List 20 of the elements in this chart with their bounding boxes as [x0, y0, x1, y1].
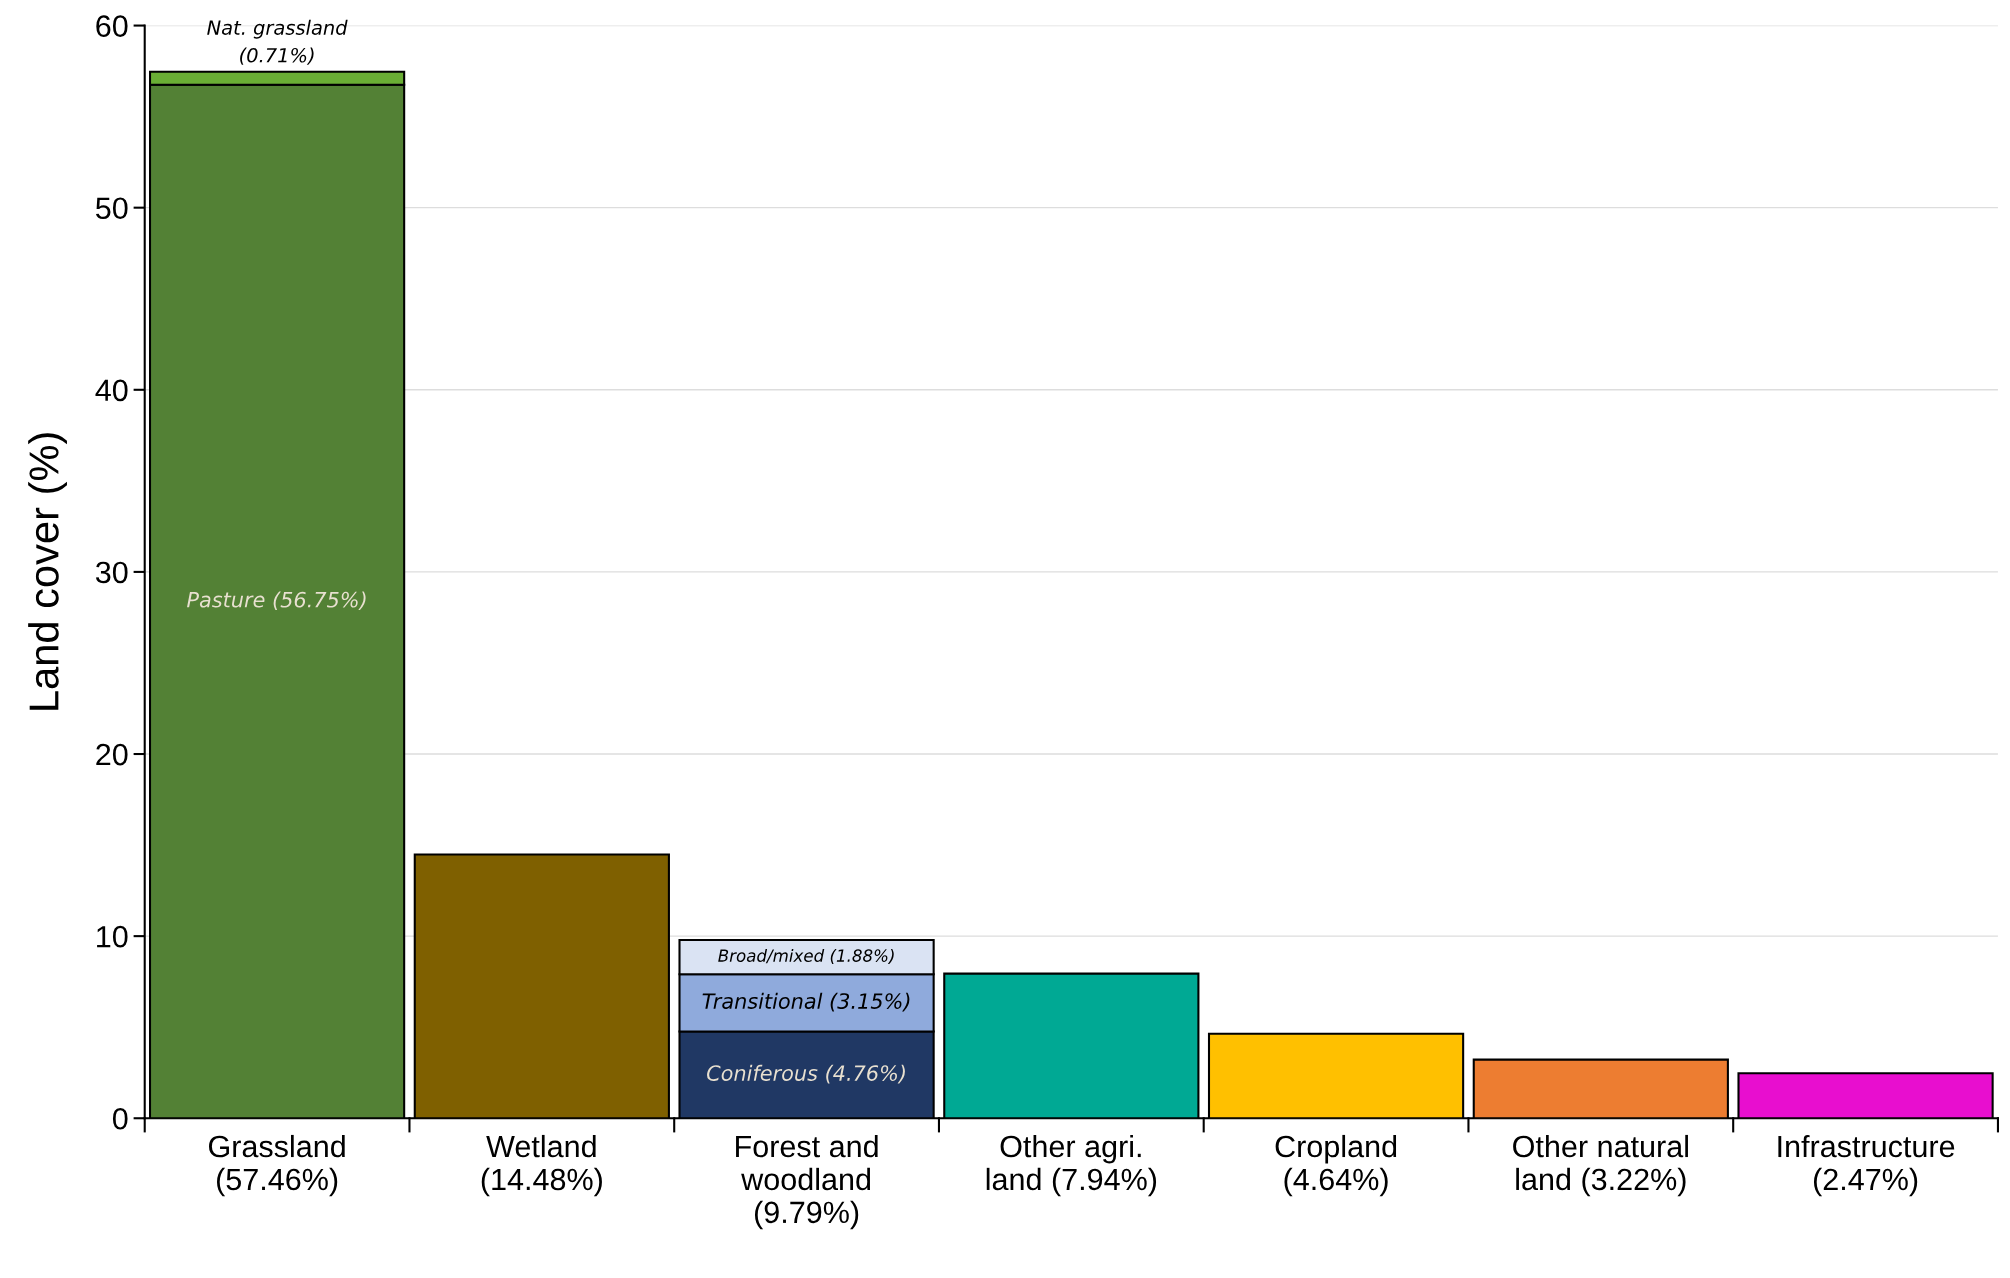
x-tick-label: Forest and woodland (9.79%)	[736, 1134, 878, 1230]
x-tick-label: Other agri. land (7.94%)	[986, 1134, 1157, 1197]
data-label: Transitional (3.15%)	[702, 992, 910, 1012]
y-tick-label: 20	[96, 743, 128, 766]
data-label: Pasture (56.75%)	[187, 591, 366, 610]
y-tick-label: 30	[95, 561, 128, 584]
x-tick-label: Cropland (4.64%)	[1275, 1134, 1397, 1197]
x-tick-label: Other natural land (3.22%)	[1513, 1134, 1688, 1197]
data-label: Coniferous (4.76%)	[707, 1064, 905, 1084]
data-label: Nat. grassland (0.71%)	[207, 19, 348, 65]
data-label: Broad/mixed (1.88%)	[718, 949, 894, 964]
y-tick-label: 40	[95, 379, 128, 402]
y-tick-label: 10	[97, 925, 128, 948]
x-tick-label: Infrastructure (2.47%)	[1778, 1134, 1955, 1197]
y-tick-label: 50	[95, 197, 128, 220]
x-tick-label: Wetland (14.48%)	[481, 1134, 602, 1197]
y-tick-label: 60	[96, 15, 128, 37]
y-tick-label: 0	[112, 1107, 128, 1130]
x-tick-label: Grassland (57.46%)	[209, 1134, 345, 1197]
y-axis-title: Land cover (%)	[28, 433, 67, 710]
